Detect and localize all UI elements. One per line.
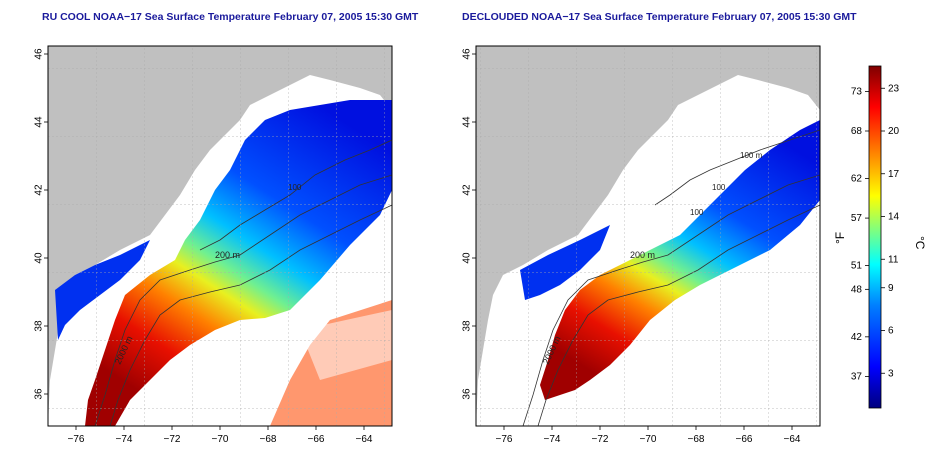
x-tick-label: −68 [688,434,705,445]
y-tick-label: 36 [462,388,473,400]
celsius-label: °C [913,236,927,250]
y-tick-label: 38 [462,320,473,332]
fahrenheit-tick-label: 37 [851,371,863,382]
y-tick-label: 42 [34,184,45,196]
contour-label-200m-2: 200 m [630,250,655,260]
x-axis-ticks-panel1: −76 −74 −72 −70 −68 −66 −64 [68,426,373,445]
y-tick-label: 42 [462,184,473,196]
celsius-tick-label: 14 [888,212,900,223]
colorbar-celsius-ticks: 23 20 17 14 11 9 6 3 [881,83,900,379]
contour-label-200m: 200 m [215,250,240,260]
x-tick-label: −76 [496,434,513,445]
colorbar-scale [868,65,882,409]
celsius-tick-label: 11 [888,254,899,265]
y-tick-label: 40 [34,252,45,264]
colorbar: 73 68 62 57 51 48 42 37 23 20 17 14 11 9 6 3 °F °C [833,65,927,409]
fahrenheit-tick-label: 51 [851,261,863,272]
y-tick-label: 38 [34,320,45,332]
fahrenheit-tick-label: 62 [851,174,863,185]
contour-label-100m-2: 100 m [740,151,763,160]
panel1-title: RU COOL NOAA−17 Sea Surface Temperature … [42,11,419,23]
map-panel-declouded: 200 m 2000 m 100 m 100 100 −76 −74 −72 −70−… [462,45,821,445]
fahrenheit-tick-label: 73 [851,86,863,97]
y-axis-ticks-panel2: 36 38 40 42 44 46 [462,48,476,400]
fahrenheit-tick-label: 48 [851,284,863,295]
map-panel-raw: 200 m 2000 m 100 −76 −74 −72 −70 −68 −66 −64 3… [34,45,393,445]
x-tick-label: −66 [308,434,325,445]
celsius-tick-label: 3 [888,368,894,379]
x-tick-label: −70 [212,434,229,445]
x-tick-label: −74 [116,434,133,445]
x-tick-label: −72 [592,434,609,445]
x-tick-label: −64 [356,434,373,445]
x-tick-label: −64 [784,434,801,445]
celsius-tick-label: 9 [888,283,894,294]
x-tick-label: −74 [544,434,561,445]
celsius-tick-label: 17 [888,169,900,180]
fahrenheit-tick-label: 68 [851,126,863,137]
fahrenheit-tick-label: 57 [851,213,863,224]
celsius-tick-label: 23 [888,83,900,94]
colorbar-fahrenheit-ticks: 73 68 62 57 51 48 42 37 [851,86,869,382]
x-tick-label: −70 [640,434,657,445]
x-tick-label: −76 [68,434,85,445]
x-tick-label: −66 [736,434,753,445]
y-axis-ticks-panel1: 36 38 40 42 44 46 [34,48,48,400]
x-tick-label: −68 [260,434,277,445]
celsius-tick-label: 6 [888,326,894,337]
y-tick-label: 40 [462,252,473,264]
x-tick-label: −72 [164,434,181,445]
fahrenheit-label: °F [833,232,847,244]
y-tick-label: 36 [34,388,45,400]
y-tick-label: 44 [34,116,45,128]
fahrenheit-tick-label: 42 [851,332,863,343]
x-axis-ticks-panel2: −76 −74 −72 −70 −68 −66 −64 [496,426,801,445]
contour-label-100: 100 [288,183,302,192]
panel2-title: DECLOUDED NOAA−17 Sea Surface Temperatur… [462,11,857,23]
celsius-tick-label: 20 [888,126,900,137]
y-tick-label: 46 [34,48,45,60]
contour-label-100-3: 100 [690,208,704,217]
y-tick-label: 46 [462,48,473,60]
contour-label-100-2: 100 [712,183,726,192]
y-tick-label: 44 [462,116,473,128]
